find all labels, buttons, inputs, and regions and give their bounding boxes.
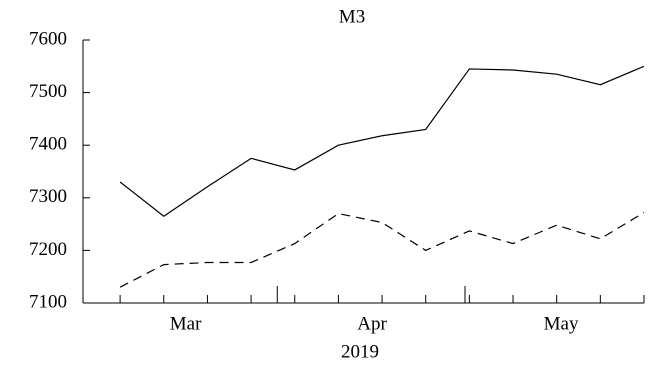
x-tick-label: Mar <box>170 313 202 334</box>
x-axis-label: 2019 <box>341 341 379 362</box>
y-tick-label: 7600 <box>29 28 67 49</box>
chart-title: M3 <box>339 6 365 27</box>
series-line <box>119 65 645 217</box>
y-tick-label: 7200 <box>29 239 67 260</box>
x-tick-label: May <box>544 313 579 334</box>
x-tick-label: Apr <box>357 313 387 334</box>
y-tick-label: 7100 <box>29 291 67 312</box>
y-tick-label: 7400 <box>29 134 67 155</box>
series-line <box>119 212 645 288</box>
y-tick-label: 7300 <box>29 186 67 207</box>
y-tick-label: 7500 <box>29 81 67 102</box>
